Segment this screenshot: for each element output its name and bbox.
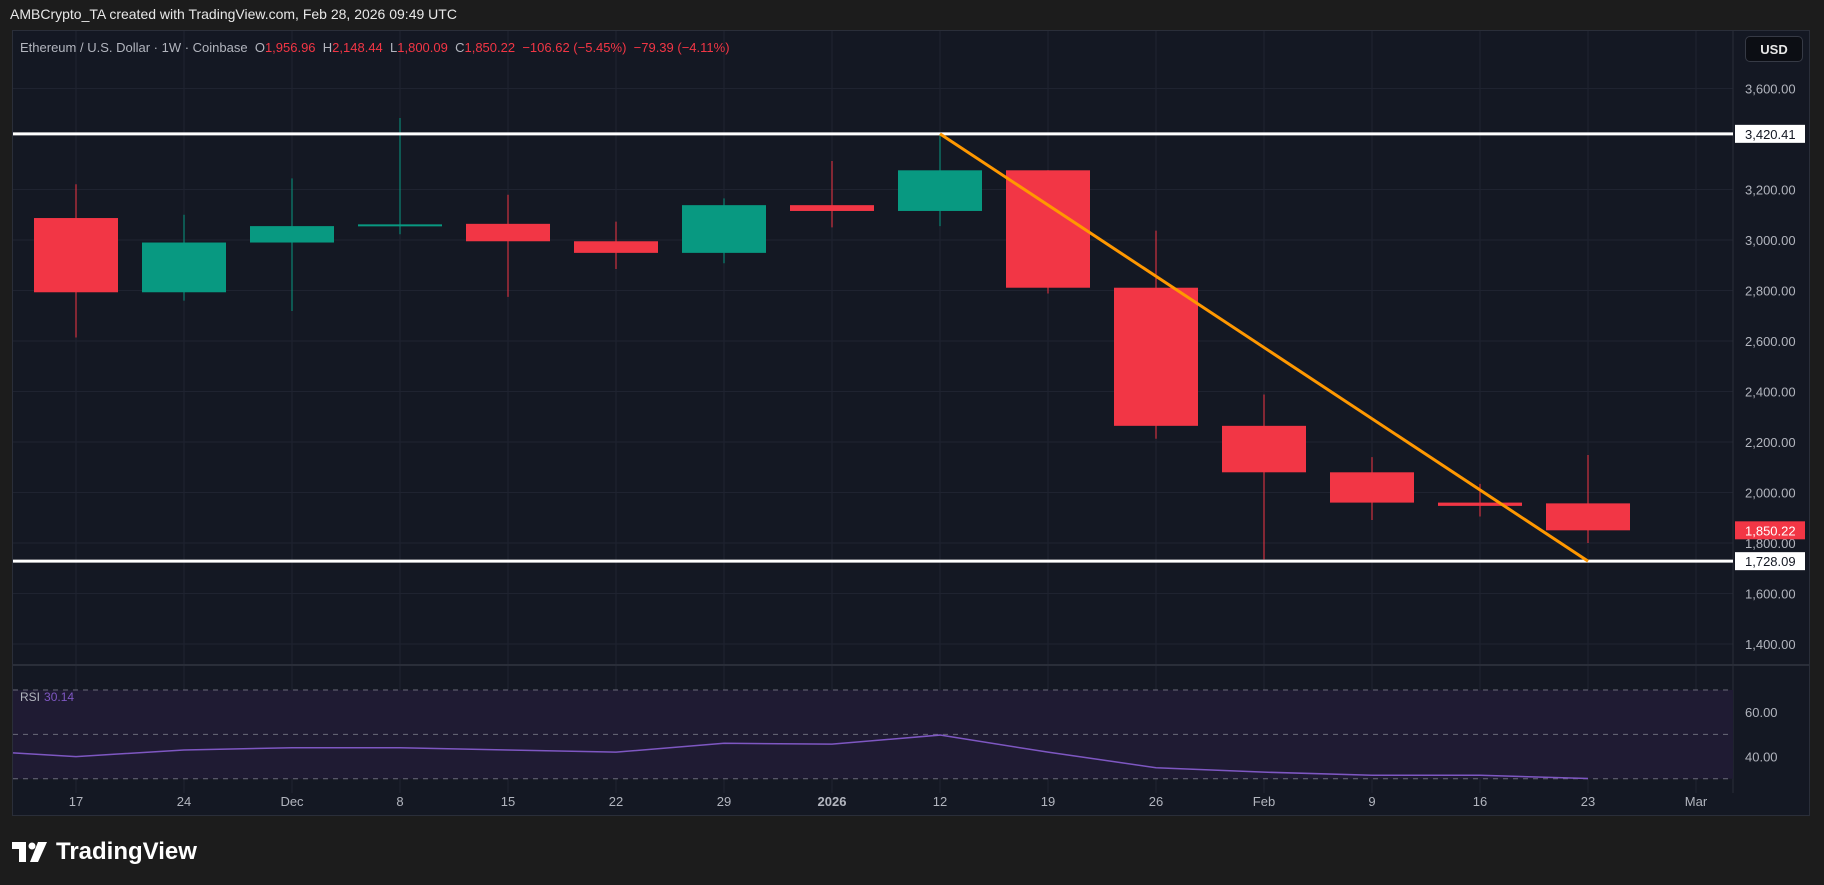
candle-down <box>466 223 550 242</box>
y-tick-label: 3,200.00 <box>1745 183 1796 198</box>
candle-down <box>1330 472 1414 503</box>
high-label: H <box>322 40 333 55</box>
level-price-tag <box>1735 552 1805 571</box>
open-label: O <box>254 40 265 55</box>
candle-down <box>1222 425 1306 473</box>
x-tick-label: Mar <box>1685 794 1708 809</box>
x-tick-label: 16 <box>1473 794 1487 809</box>
x-tick-label: Dec <box>280 794 304 809</box>
rsi-legend: RSI 30.14 <box>20 690 74 704</box>
y-tick-label: 1,800.00 <box>1745 536 1796 551</box>
change-value: −106.62 (−5.45%) <box>522 40 627 55</box>
candle-up <box>142 242 226 293</box>
candle-down <box>34 218 118 293</box>
candle-up <box>250 226 334 243</box>
candle-down <box>1006 170 1090 288</box>
change2-value: −79.39 (−4.11%) <box>633 40 730 55</box>
x-tick-label: 29 <box>717 794 731 809</box>
y-tick-label: 2,200.00 <box>1745 435 1796 450</box>
rsi-value: 30.14 <box>44 690 75 704</box>
y-tick-label: 3,000.00 <box>1745 233 1796 248</box>
candle-down <box>790 205 874 211</box>
y-tick-label: 3,600.00 <box>1745 82 1796 97</box>
currency-button[interactable]: USD <box>1745 36 1803 62</box>
y-tick-label: 2,000.00 <box>1745 486 1796 501</box>
y-tick-label: 2,400.00 <box>1745 385 1796 400</box>
y-tick-label: 1,400.00 <box>1745 637 1796 652</box>
candle-up <box>682 205 766 253</box>
logo-text: TradingView <box>56 838 197 865</box>
rsi-label[interactable]: RSI <box>20 690 41 704</box>
chart-attribution: AMBCrypto_TA created with TradingView.co… <box>10 6 457 22</box>
tradingview-logo-icon <box>12 842 47 862</box>
x-tick-label: 23 <box>1581 794 1595 809</box>
close-value: 1,850.22 <box>464 40 516 55</box>
candle-down <box>1546 503 1630 531</box>
x-tick-label: 19 <box>1041 794 1055 809</box>
x-tick-label: 15 <box>501 794 515 809</box>
y-tick-label: 2,800.00 <box>1745 284 1796 299</box>
low-value: 1,800.09 <box>397 40 448 55</box>
candle-up <box>898 170 982 211</box>
candle-down <box>574 241 658 253</box>
last-price-label: 1,850.22 <box>1745 523 1796 538</box>
x-tick-label: 17 <box>69 794 83 809</box>
x-tick-label: 26 <box>1149 794 1163 809</box>
chart-panel[interactable] <box>12 30 1810 816</box>
rsi-line <box>12 734 1589 780</box>
candle-down <box>1438 502 1522 506</box>
rsi-y-tick-label: 40.00 <box>1745 750 1778 765</box>
symbol-legend: Ethereum / U.S. Dollar · 1W · Coinbase O… <box>20 40 730 55</box>
close-label: C <box>455 40 465 55</box>
last-price-tag <box>1735 521 1805 540</box>
y-tick-label: 2,600.00 <box>1745 334 1796 349</box>
candle-down <box>1114 287 1198 426</box>
level-price-label: 1,728.09 <box>1745 554 1796 569</box>
symbol-title[interactable]: Ethereum / U.S. Dollar · 1W · Coinbase <box>20 40 248 55</box>
x-tick-label: 2026 <box>818 794 847 809</box>
tradingview-logo: TradingView <box>12 838 197 866</box>
x-tick-label: Feb <box>1253 794 1275 809</box>
x-tick-label: 24 <box>177 794 191 809</box>
high-value: 2,148.44 <box>332 40 383 55</box>
y-tick-label: 1,600.00 <box>1745 587 1796 602</box>
rsi-y-tick-label: 60.00 <box>1745 705 1778 720</box>
x-tick-label: 9 <box>1368 794 1375 809</box>
x-tick-label: 22 <box>609 794 623 809</box>
level-price-label: 3,420.41 <box>1745 127 1796 142</box>
x-tick-label: 8 <box>396 794 403 809</box>
level-price-tag <box>1735 124 1805 143</box>
x-tick-label: 12 <box>933 794 947 809</box>
open-value: 1,956.96 <box>264 40 316 55</box>
candle-up <box>358 224 442 227</box>
trendline <box>939 132 1589 563</box>
low-label: L <box>390 40 398 55</box>
